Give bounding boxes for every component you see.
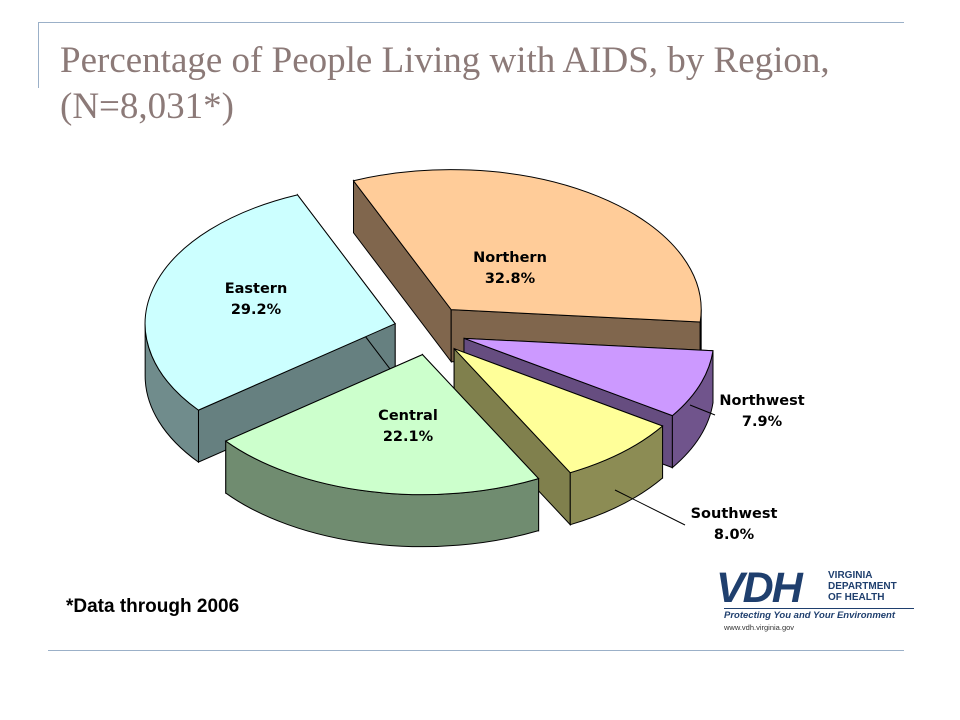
footnote: *Data through 2006 bbox=[66, 596, 240, 617]
pie-slice-top bbox=[352, 169, 702, 323]
pie-slice-central bbox=[224, 353, 540, 548]
pie-leader-line bbox=[689, 404, 716, 416]
pie-value-label: 29.2% bbox=[231, 302, 282, 318]
top-rule bbox=[38, 22, 904, 23]
bottom-rule bbox=[48, 650, 904, 651]
pie-value-label: 22.1% bbox=[383, 429, 434, 445]
pie-slice-top bbox=[144, 194, 396, 411]
pie-category-label: Southwest bbox=[691, 506, 778, 522]
pie-slice-top bbox=[463, 337, 714, 417]
pie-slice-southwest bbox=[453, 347, 664, 526]
pie-category-label: Central bbox=[378, 408, 438, 424]
vdh-logo-url: www.vdh.virginia.gov bbox=[724, 623, 795, 632]
vdh-logo-department: VIRGINIA DEPARTMENT OF HEALTH bbox=[828, 570, 918, 603]
vdh-logo-line: DEPARTMENT bbox=[828, 581, 897, 592]
vdh-logo-line: OF HEALTH bbox=[828, 592, 885, 603]
pie-value-label: 32.8% bbox=[485, 271, 536, 287]
pie-category-label: Eastern bbox=[225, 281, 288, 297]
slide-title: Percentage of People Living with AIDS, b… bbox=[60, 40, 830, 127]
pie-value-label: 8.0% bbox=[714, 527, 755, 543]
pie-category-label: Northwest bbox=[719, 393, 804, 409]
pie-value-label: 7.9% bbox=[742, 414, 783, 430]
vdh-logo-tagline: Protecting You and Your Environment bbox=[724, 608, 914, 621]
pie-slice-eastern bbox=[144, 193, 396, 464]
vdh-logo-line: VIRGINIA bbox=[828, 570, 873, 581]
vdh-logo: VDH VIRGINIA DEPARTMENT OF HEALTH Protec… bbox=[716, 566, 916, 636]
pie-slice-top bbox=[224, 354, 540, 496]
pie-leader-line bbox=[614, 489, 686, 526]
pie-slice-top bbox=[453, 348, 664, 474]
pie-category-label: Northern bbox=[473, 250, 547, 266]
left-rule bbox=[38, 22, 39, 88]
vdh-logo-mark: VDH bbox=[716, 564, 803, 612]
